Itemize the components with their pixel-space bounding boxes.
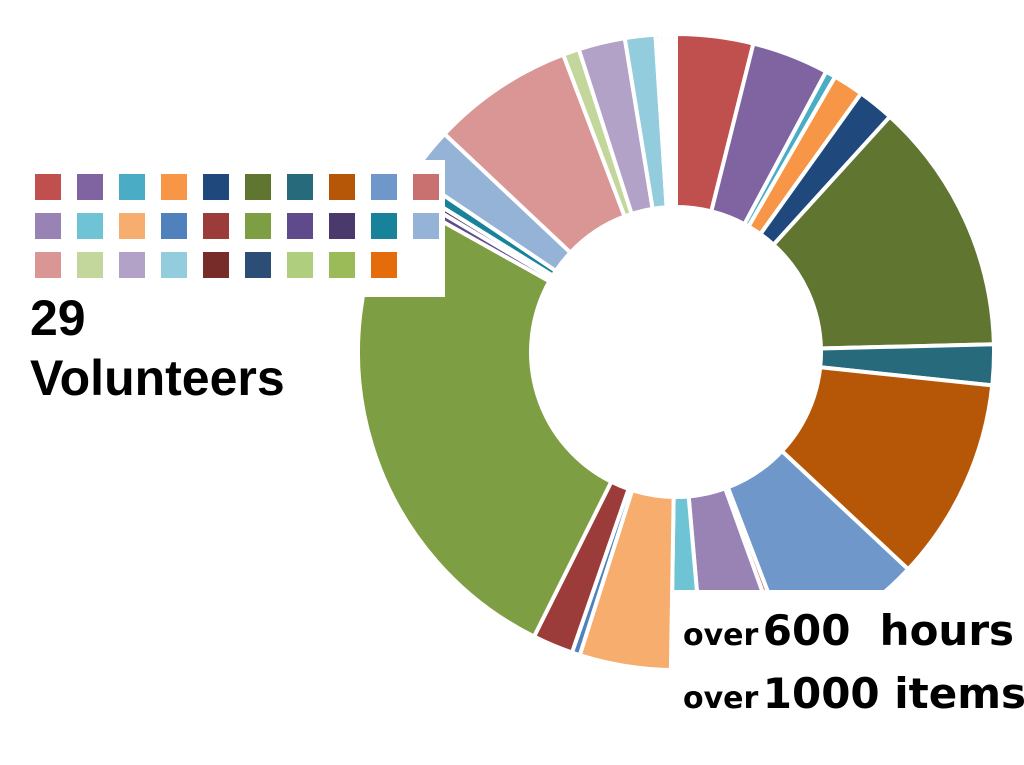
legend-swatch <box>203 213 229 239</box>
legend-swatch <box>371 174 397 200</box>
legend <box>35 174 439 278</box>
legend-swatch <box>77 174 103 200</box>
annotation: over <box>683 618 759 653</box>
annotation: 1000 items <box>763 669 1024 718</box>
slice <box>770 113 996 351</box>
legend-swatch <box>203 174 229 200</box>
annotation-line: over 1000 items <box>683 669 1024 718</box>
legend-swatch <box>119 174 145 200</box>
legend-swatch <box>35 174 61 200</box>
legend-swatch <box>371 252 397 278</box>
legend-swatch <box>245 252 271 278</box>
legend-swatch <box>287 252 313 278</box>
legend-swatch <box>413 174 439 200</box>
legend-swatch <box>77 213 103 239</box>
legend-swatch <box>77 252 103 278</box>
annotation: 29 <box>30 290 86 346</box>
annotation: Volunteers <box>30 350 285 406</box>
annotation-line: over 600 hours <box>683 606 1014 655</box>
annotation: over <box>683 681 759 716</box>
donut <box>356 31 996 672</box>
annotation: 600 hours <box>763 606 1014 655</box>
annotation-box <box>672 590 1024 725</box>
legend-swatch <box>329 252 355 278</box>
legend-swatch <box>329 213 355 239</box>
legend-swatch <box>203 252 229 278</box>
legend-swatch <box>371 213 397 239</box>
slice <box>669 31 678 210</box>
legend-swatch <box>119 213 145 239</box>
legend-swatch <box>329 174 355 200</box>
legend-swatch <box>35 252 61 278</box>
legend-swatch <box>413 213 439 239</box>
legend-swatch <box>245 213 271 239</box>
legend-swatch <box>287 213 313 239</box>
legend-swatch <box>119 252 145 278</box>
legend-swatch <box>287 174 313 200</box>
legend-swatch <box>35 213 61 239</box>
legend-swatch <box>161 213 187 239</box>
legend-swatch <box>161 252 187 278</box>
legend-swatch <box>245 174 271 200</box>
legend-swatch <box>161 174 187 200</box>
